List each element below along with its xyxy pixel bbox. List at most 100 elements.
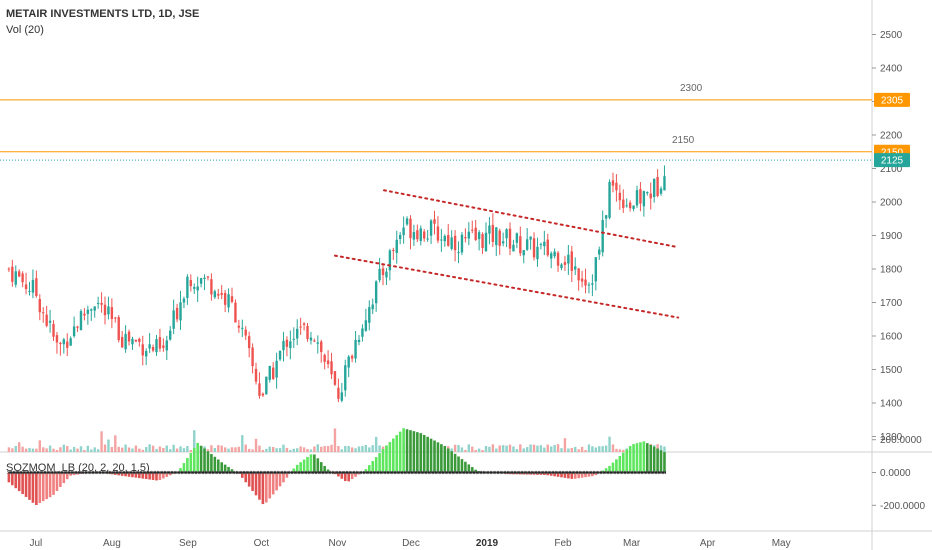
squeeze-dot — [182, 470, 186, 475]
volume-bar — [35, 448, 38, 452]
time-tick-label: Sep — [179, 538, 197, 549]
squeeze-dot — [51, 470, 56, 475]
volume-legend[interactable]: Vol (20) — [6, 24, 44, 36]
volume-bar — [450, 448, 453, 452]
momentum-bar — [646, 443, 649, 473]
candle-body — [141, 344, 144, 356]
candle-body — [306, 325, 309, 340]
price-tick-label: 1600 — [880, 332, 903, 343]
squeeze-dot — [370, 470, 375, 475]
squeeze-dot — [594, 470, 598, 475]
squeeze-dot — [556, 470, 560, 475]
squeeze-dot — [79, 470, 83, 475]
momentum-bar — [220, 462, 224, 473]
volume-bar — [357, 446, 361, 452]
momentum-bar — [357, 472, 361, 475]
volume-bar — [69, 449, 72, 452]
candle-body — [76, 326, 79, 328]
squeeze-dot — [82, 470, 87, 475]
candle-body — [381, 268, 385, 276]
squeeze-dot — [48, 470, 52, 475]
price-axis: 1300 1400 1500 1600 1700 1800 1900 2000 2100 2200… — [872, 30, 903, 443]
squeeze-dot — [209, 470, 214, 475]
candle-body — [556, 252, 560, 266]
squeeze-dot — [343, 470, 348, 475]
candle-body — [62, 339, 66, 345]
volume-bar — [59, 447, 62, 452]
momentum-bar — [385, 445, 388, 473]
volume-bar — [453, 444, 457, 452]
momentum-bar — [38, 472, 42, 504]
candle-body — [501, 241, 505, 244]
volume-bar — [333, 428, 337, 452]
squeeze-dot — [597, 470, 602, 475]
momentum-bar — [62, 472, 66, 484]
candle-body — [371, 304, 374, 310]
symbol-title[interactable]: METAIR INVESTMENTS LTD, 1D, JSE — [6, 8, 200, 20]
momentum-bar — [258, 472, 261, 500]
candle-body — [543, 241, 546, 247]
squeeze-dot — [429, 470, 433, 475]
squeeze-dot — [525, 470, 529, 475]
level-label: 2150 — [672, 135, 695, 146]
volume-bar — [179, 446, 182, 452]
momentum-bar — [519, 472, 522, 475]
candle-body — [182, 298, 186, 303]
candle-body — [546, 239, 549, 256]
volume-bar — [656, 444, 659, 452]
volume-bar — [193, 430, 196, 452]
volume-bar — [237, 446, 241, 452]
volume-bar — [210, 445, 213, 452]
candle-body — [254, 368, 258, 382]
momentum-bar — [127, 472, 131, 477]
squeeze-dot — [377, 470, 382, 475]
volume-bar — [120, 447, 124, 452]
volume-bar — [354, 448, 357, 452]
candle-body — [169, 330, 172, 340]
momentum-bar — [244, 472, 248, 483]
indicator-legend[interactable]: SQZMOM_LB (20, 2, 20, 1.5) — [6, 462, 150, 474]
volume-bar — [512, 446, 515, 452]
momentum-bar — [179, 468, 182, 473]
last-price-badge-text: 2125 — [881, 156, 904, 167]
squeeze-dot — [628, 470, 632, 475]
momentum-tick-label: 0.0000 — [880, 468, 911, 479]
momentum-bar — [333, 472, 337, 475]
momentum-bar — [76, 472, 79, 475]
volume-bar — [608, 436, 611, 452]
candle-body — [450, 237, 453, 249]
volume-bar — [326, 446, 330, 452]
squeeze-dot — [285, 470, 289, 475]
momentum-bar — [299, 462, 302, 473]
candle-body — [464, 237, 467, 239]
squeeze-dot — [418, 470, 423, 475]
momentum-bar — [443, 445, 447, 473]
squeeze-dot — [576, 470, 581, 475]
squeeze-dot — [110, 470, 114, 475]
momentum-bar — [659, 450, 663, 473]
candle-body — [265, 376, 268, 395]
candle-body — [213, 291, 217, 298]
squeeze-dot — [408, 470, 413, 475]
volume-bar — [539, 445, 543, 452]
squeeze-dot — [487, 470, 492, 475]
momentum-bar — [608, 465, 611, 473]
squeeze-dot — [460, 470, 464, 475]
momentum-bar — [367, 465, 371, 473]
momentum-bar — [621, 452, 625, 473]
squeeze-dot — [175, 470, 179, 475]
volume-bar — [96, 449, 100, 452]
volume-bar — [189, 449, 193, 452]
candle-body — [398, 234, 402, 240]
squeeze-dot — [27, 470, 32, 475]
squeeze-dot — [497, 470, 502, 475]
candle-body — [172, 310, 175, 329]
trend-line — [333, 254, 680, 319]
squeeze-dot — [140, 470, 145, 475]
volume-bar — [618, 449, 622, 452]
candle-body — [481, 234, 484, 248]
squeeze-dot — [264, 470, 269, 475]
candle-body — [611, 180, 615, 186]
candle-body — [587, 284, 591, 286]
momentum-bar — [155, 472, 158, 481]
